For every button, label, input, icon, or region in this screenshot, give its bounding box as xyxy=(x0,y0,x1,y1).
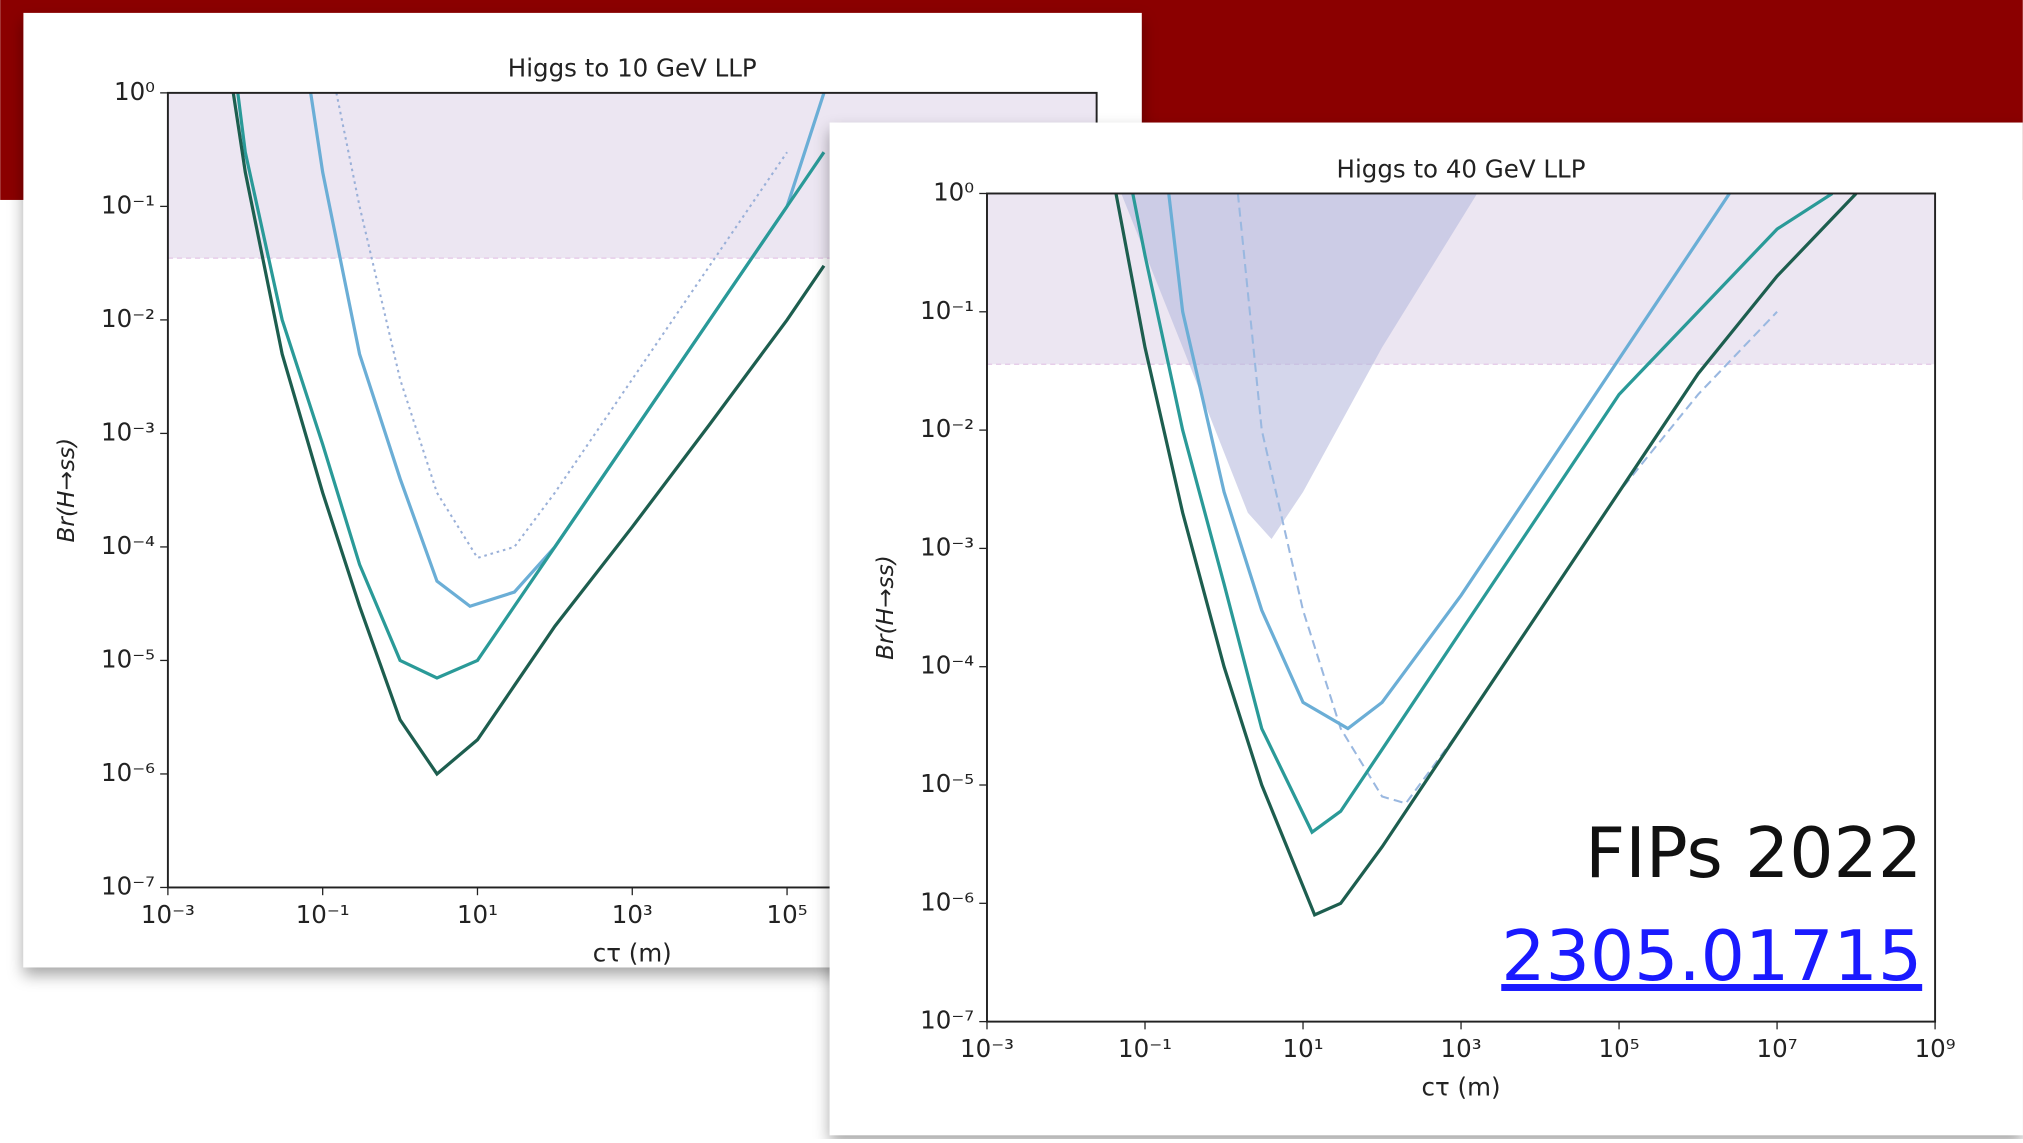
shaded-region xyxy=(1121,193,1478,540)
limit-curve xyxy=(1114,193,1858,917)
plot-area xyxy=(986,193,1936,917)
y-axis-label: Br(H→ss) xyxy=(53,438,80,543)
paper-link[interactable]: 2305.01715 xyxy=(1501,916,1922,997)
y-tick-label: 10⁻⁶ xyxy=(101,758,155,787)
y-tick-label: 10⁻⁵ xyxy=(920,769,974,798)
y-tick-label: 10⁻⁶ xyxy=(920,887,974,916)
x-axis-label: cτ (m) xyxy=(1422,1073,1501,1102)
chart-title: Higgs to 40 GeV LLP xyxy=(1337,154,1586,183)
x-tick-label: 10¹ xyxy=(1283,1034,1324,1063)
limit-curve xyxy=(231,92,826,777)
y-tick-label: 10⁰ xyxy=(114,77,155,106)
y-tick-label: 10⁻¹ xyxy=(920,296,974,325)
limit-curve xyxy=(236,92,826,680)
y-tick-label: 10⁻² xyxy=(920,414,974,443)
x-tick-label: 10⁹ xyxy=(1915,1034,1956,1063)
x-tick-label: 10⁻³ xyxy=(141,900,195,929)
limit-curve xyxy=(1131,193,1834,835)
x-tick-label: 10⁻¹ xyxy=(296,900,350,929)
x-tick-label: 10³ xyxy=(1441,1034,1482,1063)
x-axis-label: cτ (m) xyxy=(593,939,672,968)
y-tick-label: 10⁻³ xyxy=(101,417,155,446)
chart-title: Higgs to 10 GeV LLP xyxy=(508,54,757,83)
x-tick-label: 10¹ xyxy=(457,900,498,929)
y-tick-label: 10⁻⁵ xyxy=(101,644,155,673)
x-tick-label: 10⁵ xyxy=(1599,1034,1640,1063)
y-tick-label: 10⁻⁴ xyxy=(101,531,155,560)
y-tick-label: 10⁻³ xyxy=(920,532,974,561)
y-tick-label: 10⁻⁴ xyxy=(920,651,974,680)
y-tick-label: 10⁻⁷ xyxy=(920,1006,974,1035)
x-tick-label: 10⁷ xyxy=(1757,1034,1798,1063)
x-tick-label: 10⁵ xyxy=(767,900,808,929)
y-tick-label: 10⁰ xyxy=(933,177,974,206)
y-tick-label: 10⁻⁷ xyxy=(101,871,155,900)
y-tick-label: 10⁻² xyxy=(101,304,155,333)
caption: FIPs 2022 xyxy=(1585,813,1922,894)
x-tick-label: 10⁻¹ xyxy=(1118,1034,1172,1063)
x-tick-label: 10³ xyxy=(612,900,653,929)
y-axis-label: Br(H→ss) xyxy=(872,555,899,660)
y-tick-label: 10⁻¹ xyxy=(101,190,155,219)
x-tick-label: 10⁻³ xyxy=(960,1034,1014,1063)
limit-curve xyxy=(335,92,788,560)
limit-curve xyxy=(1236,193,1778,805)
limit-curve xyxy=(1167,193,1731,731)
